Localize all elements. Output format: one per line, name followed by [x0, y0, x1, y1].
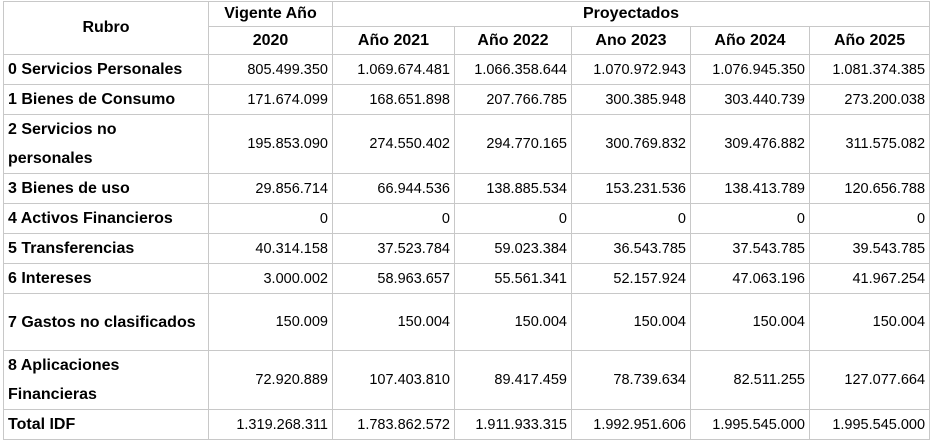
cell-value: 39.543.785: [808, 233, 930, 264]
cell-value: 0: [690, 203, 810, 234]
cell-value: 309.476.882: [690, 114, 810, 174]
cell-value: 107.403.810: [332, 350, 455, 410]
cell-value: 303.440.739: [690, 84, 810, 115]
row-label: 3 Bienes de uso: [3, 173, 209, 204]
table-row: 1 Bienes de Consumo 171.674.099 168.651.…: [3, 84, 930, 115]
cell-value: 58.963.657: [332, 263, 455, 294]
cell-value: 150.004: [690, 293, 810, 351]
row-label: 5 Transferencias: [3, 233, 209, 264]
cell-value: 36.543.785: [571, 233, 691, 264]
table-row: 4 Activos Financieros 0 0 0 0 0 0: [3, 203, 930, 234]
cell-value: 1.070.972.943: [571, 54, 691, 85]
total-value: 1.911.933.315: [454, 409, 572, 440]
header-year: Año 2024: [690, 26, 810, 55]
cell-value: 274.550.402: [332, 114, 455, 174]
table-row: 7 Gastos no clasificados 150.009 150.004…: [3, 293, 930, 351]
row-label: 7 Gastos no clasificados: [3, 293, 209, 351]
header-year: Año 2021: [332, 26, 455, 55]
cell-value: 1.066.358.644: [454, 54, 572, 85]
table-row: 8 Aplicaciones Financieras 72.920.889 10…: [3, 350, 930, 410]
cell-value: 0: [208, 203, 333, 234]
cell-value: 1.081.374.385: [808, 54, 930, 85]
cell-value: 40.314.158: [208, 233, 333, 264]
row-label: 2 Servicios no personales: [3, 114, 209, 174]
row-label: 6 Intereses: [3, 263, 209, 294]
row-label: 8 Aplicaciones Financieras: [3, 350, 209, 410]
cell-value: 171.674.099: [208, 84, 333, 115]
cell-value: 37.543.785: [690, 233, 810, 264]
cell-value: 138.413.789: [690, 173, 810, 204]
cell-value: 47.063.196: [690, 263, 810, 294]
cell-value: 150.004: [571, 293, 691, 351]
cell-value: 0: [808, 203, 930, 234]
header-rubro: Rubro: [3, 1, 209, 55]
cell-value: 127.077.664: [808, 350, 930, 410]
header-vigente-line1: Vigente Año: [208, 1, 333, 27]
total-label: Total IDF: [3, 409, 209, 440]
cell-value: 66.944.536: [332, 173, 455, 204]
cell-value: 120.656.788: [808, 173, 930, 204]
cell-value: 78.739.634: [571, 350, 691, 410]
table-row: 2 Servicios no personales 195.853.090 27…: [3, 114, 930, 174]
cell-value: 273.200.038: [808, 84, 930, 115]
cell-value: 1.069.674.481: [332, 54, 455, 85]
cell-value: 168.651.898: [332, 84, 455, 115]
cell-value: 805.499.350: [208, 54, 333, 85]
cell-value: 37.523.784: [332, 233, 455, 264]
cell-value: 72.920.889: [208, 350, 333, 410]
cell-value: 311.575.082: [808, 114, 930, 174]
header-proyectados: Proyectados: [331, 1, 930, 27]
total-value: 1.992.951.606: [571, 409, 691, 440]
header-year: Año 2022: [454, 26, 572, 55]
cell-value: 294.770.165: [454, 114, 572, 174]
cell-value: 153.231.536: [571, 173, 691, 204]
cell-value: 150.004: [808, 293, 930, 351]
total-row: Total IDF 1.319.268.311 1.783.862.572 1.…: [3, 409, 930, 440]
budget-table: Rubro Vigente Año Proyectados 2020 Año 2…: [3, 1, 930, 440]
table-row: 6 Intereses 3.000.002 58.963.657 55.561.…: [3, 263, 930, 294]
cell-value: 0: [454, 203, 572, 234]
cell-value: 1.076.945.350: [690, 54, 810, 85]
total-value: 1.995.545.000: [808, 409, 930, 440]
header-row-1: Rubro Vigente Año Proyectados: [3, 1, 930, 55]
cell-value: 150.004: [454, 293, 572, 351]
cell-value: 59.023.384: [454, 233, 572, 264]
header-row-2: 2020 Año 2021 Año 2022 Ano 2023 Año 2024…: [4, 26, 930, 55]
cell-value: 195.853.090: [208, 114, 333, 174]
cell-value: 0: [332, 203, 455, 234]
cell-value: 52.157.924: [571, 263, 691, 294]
cell-value: 55.561.341: [454, 263, 572, 294]
cell-value: 300.769.832: [571, 114, 691, 174]
cell-value: 0: [571, 203, 691, 234]
row-label: 4 Activos Financieros: [3, 203, 209, 234]
table-row: 0 Servicios Personales 805.499.350 1.069…: [3, 54, 930, 85]
cell-value: 300.385.948: [571, 84, 691, 115]
cell-value: 41.967.254: [808, 263, 930, 294]
cell-value: 82.511.255: [690, 350, 810, 410]
row-label: 0 Servicios Personales: [3, 54, 209, 85]
table-row: 3 Bienes de uso 29.856.714 66.944.536 13…: [3, 173, 930, 204]
table-row: 5 Transferencias 40.314.158 37.523.784 5…: [3, 233, 930, 264]
cell-value: 138.885.534: [454, 173, 572, 204]
total-value: 1.995.545.000: [690, 409, 810, 440]
total-value: 1.319.268.311: [208, 409, 333, 440]
cell-value: 3.000.002: [208, 263, 333, 294]
cell-value: 29.856.714: [208, 173, 333, 204]
header-vigente-line2: 2020: [208, 26, 333, 55]
header-year: Ano 2023: [571, 26, 691, 55]
cell-value: 150.009: [208, 293, 333, 351]
header-year: Año 2025: [808, 26, 930, 55]
total-value: 1.783.862.572: [332, 409, 455, 440]
cell-value: 150.004: [332, 293, 455, 351]
cell-value: 89.417.459: [454, 350, 572, 410]
row-label: 1 Bienes de Consumo: [3, 84, 209, 115]
cell-value: 207.766.785: [454, 84, 572, 115]
